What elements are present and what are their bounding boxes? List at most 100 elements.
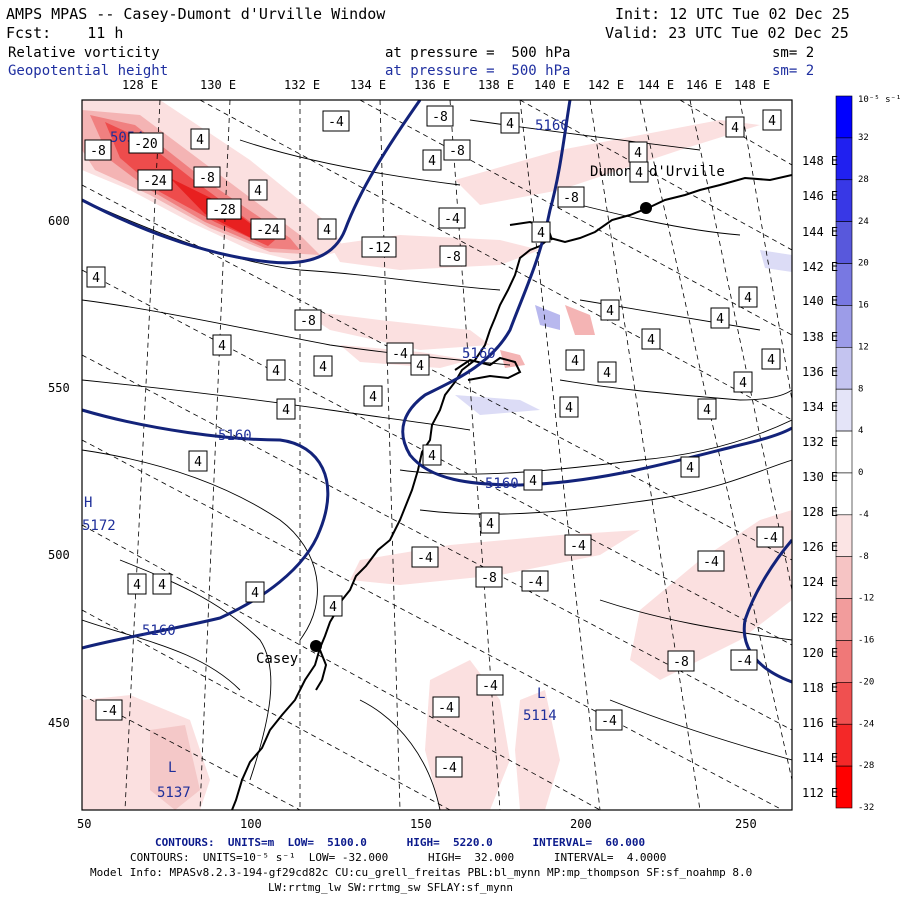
footer-vorticity-contours: CONTOURS: UNITS=10⁻⁵ s⁻¹ LOW= -32.000 HI…	[130, 851, 667, 864]
top-longitude-label: 138 E	[478, 78, 515, 92]
field1-smoothing: sm= 2	[772, 45, 815, 61]
vorticity-value-box: 4	[245, 581, 265, 603]
chart-title: AMPS MPAS -- Casey-Dumont d'Urville Wind…	[6, 5, 386, 23]
svg-text:4: 4	[635, 166, 643, 181]
vorticity-value-box: -4	[435, 756, 463, 778]
colorbar-swatch	[835, 137, 853, 181]
svg-text:4: 4	[428, 154, 436, 169]
vorticity-value-box: 4	[680, 456, 700, 478]
svg-text:4: 4	[529, 474, 537, 489]
svg-text:4: 4	[686, 461, 694, 476]
vorticity-value-box: 4	[697, 398, 717, 420]
field2-name: Geopotential height	[8, 63, 169, 79]
vorticity-value-box: 4	[152, 573, 172, 595]
colorbar-swatch	[835, 514, 853, 558]
right-latitude-label: 122 E	[802, 610, 839, 625]
svg-text:-24: -24	[143, 174, 167, 189]
top-longitude-label: 142 E	[588, 78, 625, 92]
svg-text:4: 4	[603, 366, 611, 381]
colorbar-swatch	[835, 765, 853, 809]
height-label: 5160	[535, 118, 569, 134]
colorbar-label: 4	[858, 426, 863, 436]
svg-text:-4: -4	[392, 347, 408, 362]
vorticity-value-box: -4	[521, 570, 549, 592]
svg-text:-8: -8	[90, 144, 106, 159]
vorticity-value-box: 4	[86, 266, 106, 288]
top-longitude-label: 128 E	[122, 78, 159, 92]
vorticity-value-box: -4	[95, 699, 123, 721]
vorticity-value-box: -8	[557, 186, 585, 208]
left-axis-label: 600	[48, 214, 70, 228]
svg-text:4: 4	[565, 401, 573, 416]
svg-text:4: 4	[158, 578, 166, 593]
vorticity-value-box: 4	[725, 116, 745, 138]
left-axis-label: 500	[48, 548, 70, 562]
vorticity-value-box: 4	[629, 161, 649, 183]
field2-pressure: at pressure = 500 hPa	[385, 63, 571, 79]
top-longitude-label: 140 E	[534, 78, 571, 92]
vorticity-value-box: 4	[761, 348, 781, 370]
colorbar-label: 28	[858, 175, 869, 185]
right-latitude-label: 116 E	[802, 715, 839, 730]
vorticity-value-box: 4	[500, 112, 520, 134]
colorbar-swatch	[835, 556, 853, 599]
svg-text:4: 4	[92, 271, 100, 286]
vorticity-value-box: 4	[266, 359, 286, 381]
svg-text:-4: -4	[570, 539, 586, 554]
colorbar-label: -8	[858, 552, 869, 562]
height-label: 5160	[218, 428, 252, 444]
height-label: 5137	[157, 785, 191, 801]
colorbar-swatch	[835, 598, 853, 641]
height-label: 5160	[485, 476, 519, 492]
colorbar-label: 0	[858, 468, 863, 478]
footer-model-info: Model Info: MPASv8.2.3-194-gf29cd82c CU:…	[90, 866, 753, 879]
vorticity-value-box: 4	[127, 573, 147, 595]
svg-text:4: 4	[606, 304, 614, 319]
vorticity-value-box: 4	[323, 595, 343, 617]
colorbar-swatch	[835, 346, 853, 390]
colorbar-swatch	[835, 430, 853, 474]
svg-text:-4: -4	[101, 704, 117, 719]
top-longitude-label: 144 E	[638, 78, 675, 92]
colorbar-swatch	[835, 179, 853, 222]
colorbar-swatch	[835, 305, 853, 348]
svg-text:4: 4	[282, 403, 290, 418]
top-longitude-label: 146 E	[686, 78, 723, 92]
right-latitude-label: 144 E	[802, 224, 839, 239]
svg-text:-20: -20	[134, 137, 157, 152]
svg-text:4: 4	[744, 291, 752, 306]
colorbar-swatch	[835, 723, 853, 767]
vorticity-value-box: 4	[363, 385, 383, 407]
casey-station-marker	[310, 640, 322, 652]
forecast-hour: Fcst: 11 h	[6, 24, 124, 42]
vorticity-value-box: 4	[480, 512, 500, 534]
colorbar-label: 32	[858, 133, 869, 143]
vorticity-value-box: 4	[317, 218, 337, 240]
vorticity-value-box: 4	[597, 361, 617, 383]
right-latitude-label: 114 E	[802, 751, 839, 766]
vorticity-value-box: -8	[426, 105, 454, 127]
colorbar-label: 12	[858, 342, 869, 352]
svg-text:4: 4	[416, 359, 424, 374]
svg-text:-4: -4	[482, 679, 498, 694]
footer-height-contours: CONTOURS: UNITS=m LOW= 5100.0 HIGH= 5220…	[155, 836, 646, 849]
svg-text:4: 4	[716, 312, 724, 327]
low-marker: L	[168, 760, 176, 776]
svg-text:4: 4	[571, 354, 579, 369]
vorticity-value-box: -8	[443, 139, 471, 161]
svg-text:4: 4	[329, 600, 337, 615]
vorticity-value-box: -4	[438, 207, 466, 229]
svg-text:4: 4	[133, 578, 141, 593]
vorticity-value-box: 4	[188, 450, 208, 472]
vorticity-value-box: 4	[276, 398, 296, 420]
height-label: 5160	[142, 623, 176, 639]
vorticity-value-box: -4	[564, 534, 592, 556]
vorticity-value-box: 4	[523, 469, 543, 491]
height-label: 5160	[462, 346, 496, 362]
height-label: 5114	[523, 708, 557, 724]
vorticity-value-box: 4	[628, 141, 648, 163]
right-latitude-label: 134 E	[802, 399, 839, 414]
svg-text:4: 4	[254, 184, 262, 199]
colorbar-label: -20	[858, 677, 874, 687]
svg-text:4: 4	[506, 117, 514, 132]
